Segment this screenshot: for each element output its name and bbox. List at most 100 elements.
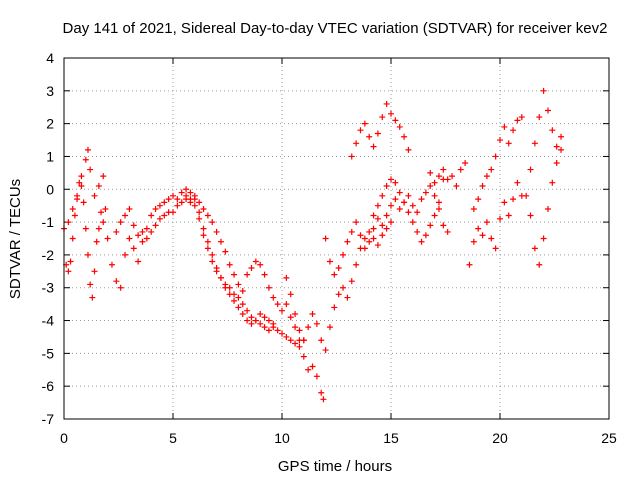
data-point <box>462 160 469 167</box>
data-point <box>126 235 133 242</box>
data-point <box>305 324 312 331</box>
data-series <box>322 176 447 278</box>
data-point <box>383 182 390 189</box>
data-point <box>174 202 181 209</box>
gridlines <box>64 58 609 419</box>
data-point <box>353 219 360 226</box>
data-point <box>396 189 403 196</box>
data-point <box>440 222 447 229</box>
data-point <box>148 228 155 235</box>
data-point <box>156 215 163 222</box>
data-point <box>427 169 434 176</box>
data-point <box>335 265 342 272</box>
data-point <box>475 196 482 203</box>
data-point <box>449 173 456 180</box>
data-point <box>196 209 203 216</box>
data-point <box>170 209 176 216</box>
x-tick-label: 5 <box>169 430 177 446</box>
data-point <box>527 166 534 173</box>
data-point <box>226 261 233 268</box>
data-point <box>497 215 503 222</box>
data-point <box>475 225 482 232</box>
data-point <box>89 294 96 301</box>
data-point <box>540 235 547 242</box>
data-point <box>401 133 408 140</box>
data-point <box>331 304 338 311</box>
data-point <box>122 251 129 258</box>
data-point <box>170 192 176 199</box>
data-series <box>427 160 469 189</box>
data-point <box>292 310 299 317</box>
data-point <box>152 205 159 212</box>
data-point <box>379 192 386 199</box>
data-point <box>374 202 381 209</box>
data-point <box>470 205 477 212</box>
data-point <box>492 245 499 252</box>
y-tick-label: -6 <box>42 378 55 394</box>
data-point <box>313 320 320 327</box>
x-axis-label: GPS time / hours <box>278 458 392 475</box>
data-point <box>156 202 163 209</box>
data-point <box>104 235 111 242</box>
data-point <box>178 189 185 196</box>
data-point <box>261 324 268 331</box>
data-series <box>283 219 394 354</box>
data-point <box>69 205 76 212</box>
data-point <box>187 196 194 203</box>
data-point <box>84 251 91 258</box>
data-point <box>431 192 438 199</box>
data-point <box>544 205 551 212</box>
data-point <box>161 212 168 219</box>
data-point <box>335 291 342 298</box>
data-point <box>379 222 386 229</box>
y-tick-label: -2 <box>42 247 55 263</box>
data-point <box>143 235 150 242</box>
y-tick-label: -4 <box>42 313 55 329</box>
data-point <box>370 143 377 150</box>
data-point <box>366 238 373 245</box>
data-point <box>510 196 517 203</box>
data-point <box>200 225 207 232</box>
data-point <box>392 179 399 186</box>
data-point <box>65 219 72 226</box>
data-point <box>235 304 242 311</box>
data-point <box>287 291 294 298</box>
data-point <box>540 87 547 94</box>
data-point <box>270 294 277 301</box>
plot-frame <box>63 57 610 420</box>
y-tick-label: 1 <box>46 148 54 164</box>
data-point <box>174 196 181 203</box>
data-point <box>143 225 150 232</box>
data-point <box>435 173 442 180</box>
data-series <box>61 179 107 301</box>
data-point <box>383 100 390 107</box>
data-point <box>200 205 207 212</box>
data-point <box>431 212 438 219</box>
y-tick-label: -7 <box>42 411 55 427</box>
data-point <box>396 205 403 212</box>
data-point <box>213 268 220 275</box>
data-point <box>309 310 316 317</box>
data-series <box>470 114 525 212</box>
data-point <box>510 127 517 134</box>
x-tick-label: 15 <box>383 430 399 446</box>
data-point <box>265 327 272 334</box>
data-point <box>305 366 312 373</box>
data-point <box>204 212 211 219</box>
x-tick-label: 20 <box>492 430 508 446</box>
data-point <box>252 258 259 265</box>
data-point <box>80 199 87 206</box>
data-series <box>370 176 451 245</box>
data-point <box>518 114 525 121</box>
data-point <box>401 199 408 206</box>
data-point <box>366 133 373 140</box>
data-series <box>113 196 307 350</box>
data-point <box>76 179 83 186</box>
data-point <box>178 199 185 206</box>
data-point <box>231 291 238 298</box>
data-point <box>65 268 72 275</box>
data-point <box>296 343 303 350</box>
data-point <box>348 278 355 285</box>
data-point <box>414 228 421 235</box>
